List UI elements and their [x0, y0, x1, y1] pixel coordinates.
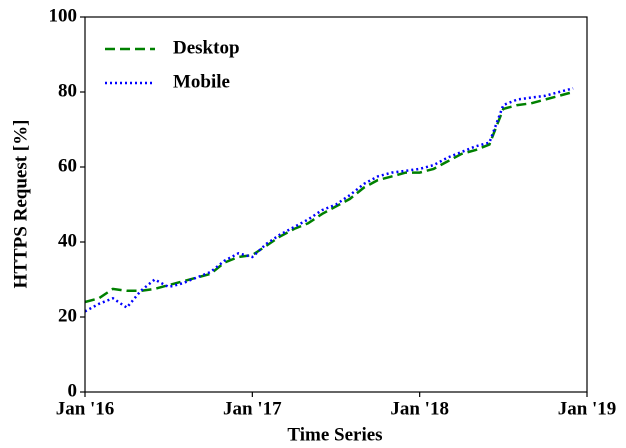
plot-frame: [84, 16, 588, 393]
x-tick-label: Jan '17: [223, 398, 282, 419]
y-tick-label: 100: [49, 5, 78, 26]
y-tick-label: 0: [68, 380, 78, 401]
y-tick-label: 60: [58, 155, 77, 176]
y-tick-label: 20: [58, 305, 77, 326]
line-series: [84, 87, 574, 313]
legend-label: Desktop: [173, 37, 240, 58]
y-axis-label: HTTPS Request [%]: [10, 120, 31, 289]
legend-label: Mobile: [173, 71, 230, 92]
x-axis-label: Time Series: [287, 424, 382, 445]
x-tick-label: Jan '16: [56, 398, 115, 419]
y-tick-label: 40: [58, 230, 77, 251]
line-series: [84, 90, 574, 304]
y-tick-label: 80: [58, 80, 77, 101]
x-tick-label: Jan '19: [558, 398, 617, 419]
x-tick-label: Jan '18: [390, 398, 449, 419]
